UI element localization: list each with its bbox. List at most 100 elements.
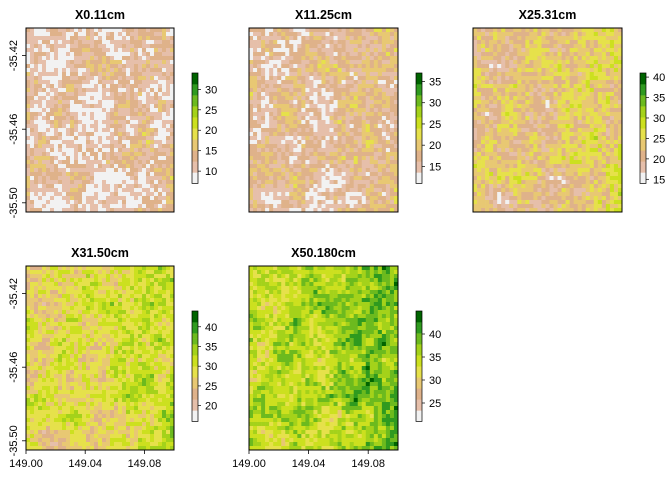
raster-cell	[269, 28, 274, 33]
raster-cell	[134, 132, 139, 137]
raster-cell	[317, 160, 322, 165]
raster-cell	[82, 128, 87, 133]
raster-cell	[301, 120, 306, 125]
raster-cell	[94, 68, 99, 73]
raster-cell	[345, 56, 350, 61]
raster-cell	[297, 184, 302, 189]
raster-cell	[517, 84, 522, 89]
raster-cell	[329, 176, 334, 181]
raster-cell	[281, 40, 286, 45]
raster-cell	[249, 120, 254, 125]
raster-cell	[557, 108, 562, 113]
raster-cell	[533, 76, 538, 81]
raster-cell	[589, 60, 595, 65]
raster-cell	[325, 204, 330, 209]
raster-cell	[325, 164, 330, 169]
raster-cell	[166, 172, 171, 177]
raster-cell	[613, 56, 619, 61]
raster-cell	[581, 160, 587, 165]
raster-cell	[114, 200, 119, 205]
raster-cell	[553, 104, 558, 109]
raster-cell	[114, 40, 119, 45]
raster-cell	[341, 72, 346, 77]
raster-cell	[150, 76, 155, 81]
raster-cell	[54, 160, 59, 165]
raster-cell	[369, 160, 375, 165]
raster-cell	[154, 168, 159, 173]
raster-cell	[134, 120, 139, 125]
raster-cell	[521, 172, 526, 177]
raster-cell	[273, 160, 278, 165]
raster-cell	[541, 128, 546, 133]
raster-cell	[573, 112, 579, 117]
raster-cell	[62, 56, 67, 61]
raster-cell	[82, 48, 87, 53]
raster-cell	[38, 76, 43, 81]
raster-cell	[501, 40, 506, 45]
raster-cell	[361, 140, 367, 145]
raster-cell	[497, 144, 502, 149]
raster-cell	[70, 84, 75, 89]
raster-cell	[553, 164, 558, 169]
raster-cell	[110, 48, 115, 53]
raster-cell	[277, 48, 282, 53]
raster-cell	[277, 156, 282, 161]
raster-cell	[357, 124, 363, 129]
raster-cell	[130, 160, 135, 165]
raster-cell	[581, 144, 587, 149]
raster-cell	[146, 156, 151, 161]
raster-cell	[54, 112, 59, 117]
raster-cell	[106, 200, 111, 205]
raster-cell	[313, 88, 318, 93]
raster-cell	[38, 52, 43, 57]
raster-cell	[581, 116, 587, 121]
raster-cell	[585, 36, 591, 41]
raster-cell	[393, 164, 399, 169]
raster-cell	[301, 84, 306, 89]
raster-cell	[357, 64, 363, 69]
raster-cell	[581, 48, 587, 53]
raster-cell	[301, 184, 306, 189]
raster-cell	[150, 72, 155, 77]
raster-cell	[501, 136, 506, 141]
raster-cell	[329, 76, 334, 81]
raster-cell	[361, 48, 367, 53]
raster-cell	[106, 176, 111, 181]
raster-cell	[150, 204, 155, 209]
raster-cell	[30, 204, 35, 209]
raster-cell	[477, 116, 482, 121]
raster-cell	[154, 160, 159, 165]
raster-cell	[489, 104, 494, 109]
raster-cell	[333, 200, 338, 205]
raster-cell	[473, 164, 478, 169]
raster-cell	[513, 100, 518, 105]
raster-cell	[118, 176, 123, 181]
raster-cell	[146, 140, 151, 145]
raster-cell	[333, 208, 338, 213]
raster-cell	[601, 88, 607, 93]
raster-cell	[285, 100, 290, 105]
raster-cell	[337, 172, 342, 177]
raster-cell	[150, 176, 155, 181]
raster-cell	[593, 100, 599, 105]
raster-cell	[337, 180, 342, 185]
raster-cell	[389, 28, 395, 33]
raster-cell	[277, 56, 282, 61]
raster-cell	[333, 44, 338, 49]
raster-cell	[309, 164, 314, 169]
raster-cell	[253, 204, 258, 209]
raster-cell	[42, 56, 47, 61]
raster-cell	[313, 200, 318, 205]
raster-cell	[158, 200, 163, 205]
raster-cell	[170, 80, 175, 85]
raster-cell	[493, 180, 498, 185]
raster-cell	[305, 72, 310, 77]
raster-cell	[357, 60, 363, 65]
raster-cell	[42, 48, 47, 53]
raster-cell	[146, 88, 151, 93]
raster-cell	[481, 36, 486, 41]
raster-cell	[357, 40, 363, 45]
raster-cell	[549, 28, 554, 33]
raster-cell	[146, 188, 151, 193]
raster-cell	[385, 200, 391, 205]
